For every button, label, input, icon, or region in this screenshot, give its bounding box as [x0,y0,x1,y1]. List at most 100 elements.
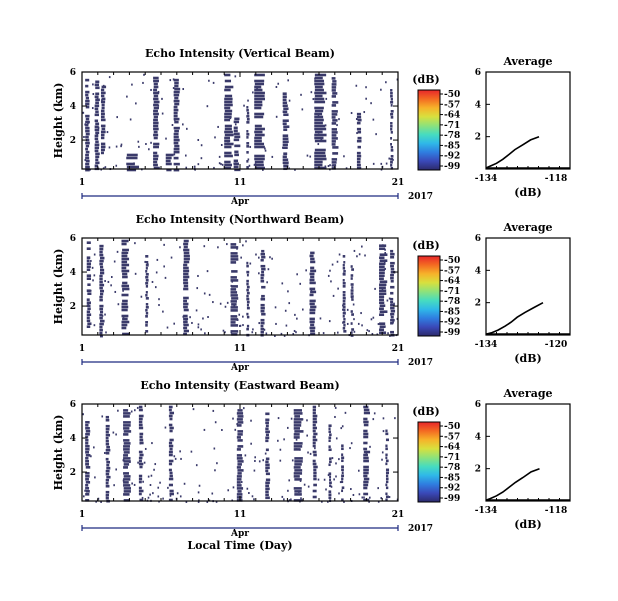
echo-speckle [198,484,201,487]
echo-band-11 [379,307,384,311]
echo-band-1 [94,146,100,150]
echo-speckle [240,256,242,259]
echo-band-7 [293,445,303,448]
echo-band-0 [85,105,90,109]
echo-speckle [198,499,200,502]
echo-band-6 [246,261,249,265]
echo-speckle [258,322,261,325]
echo-speckle [233,162,236,165]
echo-speckle [212,81,215,84]
echo-speckle [340,427,343,430]
echo-speckle [327,274,330,277]
echo-band-10 [351,268,355,271]
echo-band-15 [390,167,394,170]
echo-band-8 [233,138,240,142]
echo-band-7 [224,106,231,110]
echo-speckle [84,123,86,126]
echo-band-8 [310,269,317,273]
echo-speckle [131,83,133,86]
echo-band-7 [294,478,302,481]
echo-band-8 [309,272,315,276]
echo-band-11 [283,152,288,156]
echo-band-1 [95,131,100,135]
echo-band-9 [246,115,250,118]
echo-band-2 [123,448,130,451]
echo-speckle [309,452,312,455]
echo-speckle [208,293,211,296]
echo-band-0 [85,460,89,463]
echo-band-4 [169,426,174,430]
echo-speckle [227,142,229,145]
echo-speckle [385,162,388,165]
echo-band-0 [85,126,90,130]
echo-band-0 [86,265,91,269]
echo-band-0 [85,487,90,490]
echo-speckle [262,168,264,171]
echo-band-9 [246,121,250,124]
echo-speckle [258,272,260,275]
echo-speckle [351,296,353,299]
echo-band-6 [174,84,179,88]
echo-band-11 [282,119,289,123]
echo-band-10 [341,498,344,502]
y-axis-label: Height (km) [52,415,65,491]
echo-band-0 [85,466,91,469]
echo-band-7 [261,270,265,274]
echo-band-0 [86,298,90,302]
echo-speckle [342,272,345,275]
echo-band-2 [121,257,130,261]
echo-band-11 [363,420,369,424]
echo-speckle [345,167,348,170]
echo-speckle [384,251,387,254]
echo-band-10 [350,277,353,280]
echo-band-14 [357,136,362,140]
echo-band-5 [237,469,244,472]
echo-band-3 [145,279,149,282]
echo-speckle [332,146,335,149]
echo-band-12 [390,312,395,316]
echo-band-2 [123,490,131,493]
echo-speckle [324,165,327,168]
echo-band-7 [224,151,232,155]
echo-band-8 [312,459,316,463]
echo-band-0 [85,427,90,430]
echo-band-0 [85,499,90,502]
echo-band-9 [329,460,332,464]
echo-band-5 [237,421,244,424]
echo-band-5 [231,297,239,300]
echo-band-8 [312,489,317,493]
echo-band-6 [173,147,180,151]
echo-band-11 [363,441,368,445]
echo-band-9 [342,297,346,300]
echo-speckle [185,154,187,157]
echo-band-10 [350,265,353,268]
echo-speckle [287,290,289,293]
echo-band-13 [331,137,338,140]
colorbar-tick-label: -50 [444,256,460,266]
echo-band-6 [265,436,270,440]
echo-band-11 [379,253,388,257]
echo-band-13 [331,143,336,146]
echo-speckle [182,88,185,91]
echo-speckle [249,145,252,148]
echo-band-12 [385,444,388,448]
echo-band-2 [100,130,106,134]
echo-speckle [101,99,103,102]
echo-band-7 [294,457,303,460]
echo-band-8 [313,471,317,475]
colorbar-unit: (dB) [412,73,439,86]
echo-band-12 [385,438,389,442]
echo-band-0 [85,451,90,454]
panel-title: Echo Intensity (Northward Beam) [136,213,345,226]
echo-band-15 [390,125,393,128]
echo-band-5 [236,466,242,469]
echo-speckle [346,322,349,325]
echo-speckle [134,272,137,275]
echo-band-4 [168,414,173,418]
echo-band-7 [260,276,264,280]
echo-band-1 [99,277,103,281]
echo-band-3 [138,477,143,481]
echo-band-9 [342,291,346,294]
echo-band-12 [314,100,326,104]
echo-band-11 [379,295,385,299]
